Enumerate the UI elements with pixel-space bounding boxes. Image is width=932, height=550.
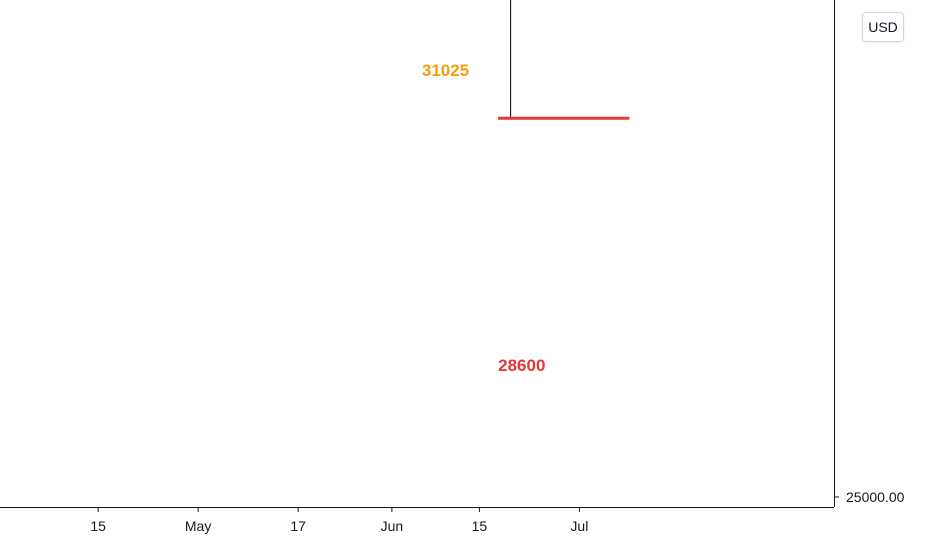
price-axis[interactable]: 70000.0060000.0055000.0050000.0045000.00… [834, 0, 932, 550]
currency-button[interactable]: USD [862, 12, 904, 42]
candle-80 [510, 0, 512, 119]
time-tick-label: Jun [381, 518, 404, 534]
time-axis[interactable]: 15 May 17 Jun 15 Jul [0, 507, 834, 550]
time-tick-label: 15 [90, 518, 106, 534]
time-tick-label: 15 [472, 518, 488, 534]
annotation-3: 31025 [422, 61, 469, 80]
drawn-lines [498, 116, 630, 120]
time-axis-bg [0, 507, 834, 550]
annotation-4: 28600 [498, 356, 545, 375]
time-tick-label: Jul [570, 518, 588, 534]
time-tick-label: 17 [290, 518, 306, 534]
price-axis-bg [834, 0, 932, 550]
annotations: PRIMARY DOWNTREND41341359923102528600 [422, 61, 546, 375]
price-tick-label: 25000.00 [846, 489, 905, 505]
candlesticks [510, 0, 512, 119]
time-tick-label: May [185, 518, 211, 534]
